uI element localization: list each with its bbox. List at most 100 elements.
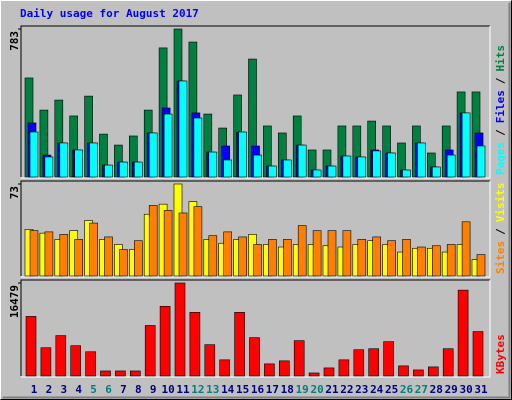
x-tick-label: 25 [385, 383, 398, 396]
legend-separator: / [494, 228, 507, 235]
bar [342, 155, 352, 178]
bar [89, 142, 98, 178]
bar [387, 240, 396, 277]
legend-separator: / [494, 129, 507, 136]
panel-border-light [21, 181, 491, 278]
x-tick-label: 5 [90, 383, 97, 396]
bar [342, 230, 352, 277]
panel-border-light [21, 280, 491, 378]
bar [208, 235, 218, 277]
y-tick-label: 16479 [8, 285, 21, 318]
bar [178, 80, 188, 178]
x-tick-label: 4 [75, 383, 82, 396]
bar [472, 331, 484, 377]
x-tick-label: 27 [415, 383, 428, 396]
x-tick-label: 26 [400, 383, 414, 396]
panel-border-dark [20, 25, 490, 177]
bar [417, 142, 426, 178]
bar [431, 245, 441, 277]
bar [193, 117, 203, 178]
legend-entry: KBytes [494, 334, 507, 374]
x-tick-label: 10 [161, 383, 174, 396]
bar [193, 206, 203, 277]
panel-border-dark [20, 279, 490, 376]
x-tick-label: 8 [135, 383, 142, 396]
bar [413, 369, 424, 377]
x-tick-label: 1 [31, 383, 38, 396]
x-tick-label: 3 [60, 383, 67, 396]
bar [148, 205, 158, 277]
bar [327, 165, 337, 178]
bar [29, 230, 39, 277]
x-tick-label: 24 [370, 383, 384, 396]
bar [148, 132, 158, 178]
bar [461, 112, 471, 178]
bar [372, 236, 382, 277]
bar [163, 113, 173, 178]
x-tick-label: 20 [310, 383, 323, 396]
bar [253, 244, 262, 277]
bar [204, 344, 216, 377]
x-tick-label: 19 [296, 383, 309, 396]
bar [44, 156, 54, 178]
x-tick-label: 11 [176, 383, 190, 396]
x-tick-label: 6 [105, 383, 112, 396]
bar [119, 249, 128, 277]
bar [353, 349, 365, 377]
y-tick-label: 73 [8, 186, 21, 199]
bar [119, 161, 128, 178]
bar [308, 372, 320, 377]
bar [29, 131, 39, 178]
panel-border-light [21, 26, 491, 179]
legend: Pages / Files / Hits [494, 45, 507, 175]
bar [223, 231, 232, 277]
x-tick-label: 31 [474, 383, 488, 396]
bar [278, 360, 290, 377]
bar [104, 236, 113, 277]
bar [338, 359, 350, 377]
bar [115, 370, 126, 377]
bar [74, 239, 83, 277]
x-tick-label: 9 [150, 383, 157, 396]
x-tick-label: 15 [236, 383, 249, 396]
bar [312, 169, 322, 178]
legend: Sites / Visits [494, 183, 507, 275]
panel-border-dark [20, 180, 490, 276]
bar [457, 289, 469, 377]
bar [383, 341, 394, 377]
bar [238, 131, 247, 178]
bar [144, 325, 156, 377]
bar [85, 351, 96, 377]
bar [219, 359, 230, 377]
bar [427, 366, 439, 377]
bar [189, 312, 201, 377]
bar [238, 236, 247, 277]
legend-entry: Pages [494, 142, 507, 175]
legend-separator: / [494, 77, 507, 84]
bar [40, 347, 52, 377]
bar [70, 345, 81, 377]
legend-entry: Hits [494, 45, 507, 72]
bar [297, 144, 307, 178]
bar [282, 239, 292, 277]
x-tick-label: 13 [206, 383, 219, 396]
bar [431, 166, 441, 178]
bar [134, 161, 143, 178]
bar [446, 244, 456, 277]
bar [253, 154, 262, 178]
bar [163, 210, 173, 277]
bar [476, 254, 486, 277]
bar [264, 363, 275, 377]
legend-entry: Sites [494, 241, 507, 274]
x-tick-label: 30 [459, 383, 472, 396]
bar [268, 165, 277, 178]
x-tick-label: 22 [340, 383, 353, 396]
bar [476, 145, 486, 178]
bar [223, 159, 232, 178]
bar [268, 239, 277, 277]
bar [59, 142, 69, 178]
bar [100, 370, 111, 377]
